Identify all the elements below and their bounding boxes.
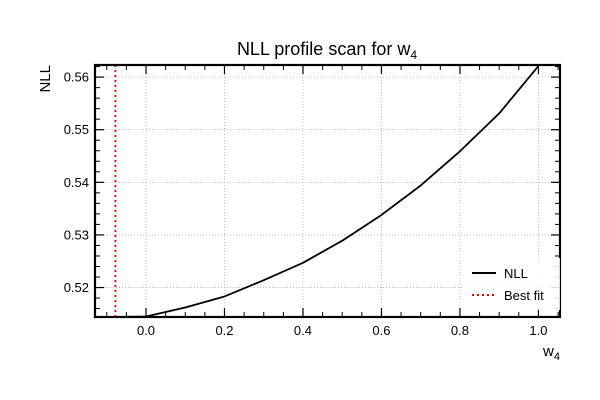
y-tick-label: 0.54 <box>64 175 89 190</box>
x-tick-label: 0.2 <box>215 323 233 338</box>
x-tick-label: 0.0 <box>137 323 155 338</box>
x-tick-label: 1.0 <box>529 323 547 338</box>
y-tick-label: 0.55 <box>64 122 89 137</box>
y-axis-label: NLL <box>37 65 54 93</box>
x-axis-label: w4 <box>542 343 560 363</box>
legend: NLL Best fit <box>464 258 560 310</box>
x-tick-label: 0.6 <box>372 323 390 338</box>
legend-label-best-fit: Best fit <box>504 288 544 303</box>
plot-frame <box>93 63 562 319</box>
chart-title-subscript: 4 <box>410 48 417 62</box>
legend-box <box>464 258 560 310</box>
y-tick-label: 0.53 <box>64 227 89 242</box>
frame-layer <box>93 63 562 319</box>
x-tick-label: 0.4 <box>294 323 312 338</box>
legend-label-nll: NLL <box>504 266 528 281</box>
tick-layer: 0.0 0.2 0.4 0.6 0.8 1.0 0.52 0.53 0.54 0.55 0.56 <box>64 65 560 338</box>
x-tick-label: 0.8 <box>451 323 469 338</box>
nll-curve <box>118 65 540 317</box>
x-axis-label-subscript: 4 <box>554 351 560 363</box>
chart-title: NLL profile scan for w4 <box>237 39 417 62</box>
y-tick-label: 0.56 <box>64 70 89 85</box>
y-tick-label: 0.52 <box>64 280 89 295</box>
